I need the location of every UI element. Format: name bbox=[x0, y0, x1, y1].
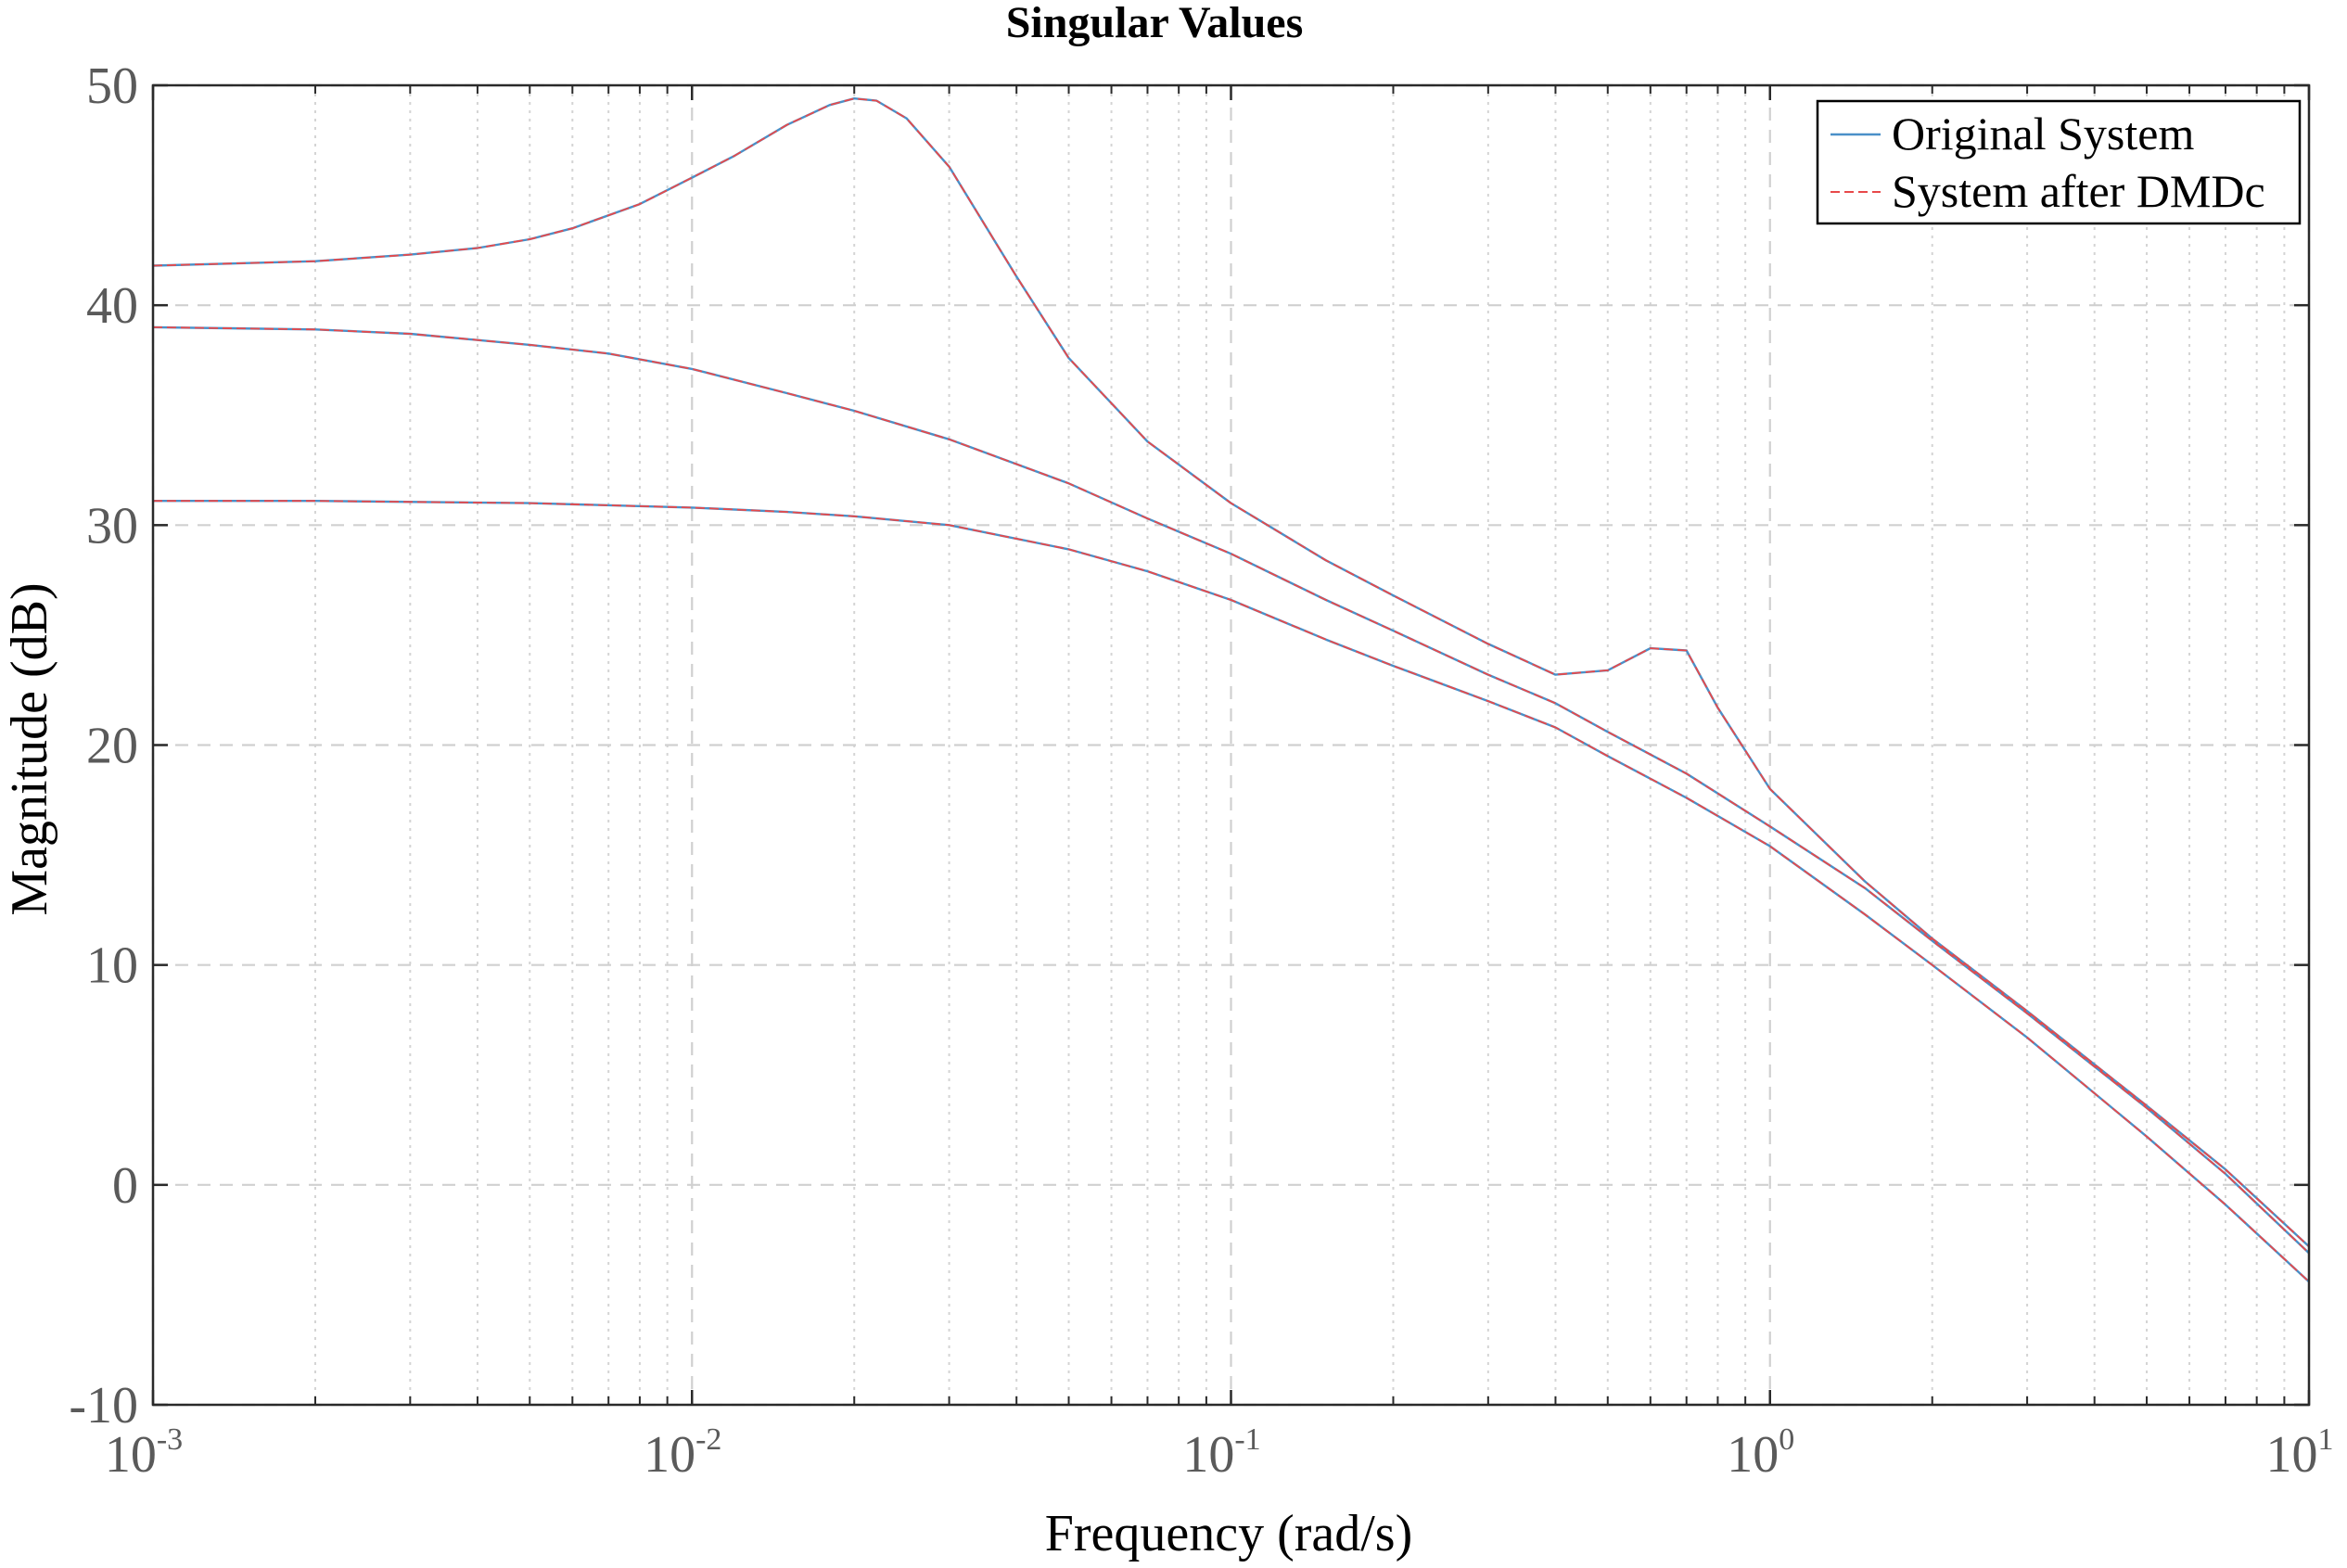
series-line-dmdc-1 bbox=[152, 97, 2310, 1247]
x-tick-label: 101 bbox=[2266, 1422, 2334, 1484]
y-axis-label: Magnitude (dB) bbox=[1, 582, 58, 915]
x-tick-label: 10-2 bbox=[644, 1422, 721, 1484]
series-line-dmdc-3 bbox=[153, 500, 2310, 1282]
legend-label-dmdc: System after DMDc bbox=[1892, 165, 2265, 217]
y-tick-label: 30 bbox=[86, 497, 138, 555]
legend-label-original: Original System bbox=[1892, 108, 2194, 159]
legend-box bbox=[1816, 99, 2302, 225]
chart-title: Singular Values bbox=[1006, 0, 1304, 47]
x-tick-label: 10-1 bbox=[1182, 1422, 1260, 1484]
grid bbox=[151, 83, 2311, 1407]
x-tick-label: 10-3 bbox=[105, 1422, 183, 1484]
series-line-dmdc-2 bbox=[152, 326, 2310, 1255]
y-tick-label: -10 bbox=[69, 1377, 138, 1434]
x-axis-label: Frequency (rad/s) bbox=[1045, 1505, 1413, 1562]
y-tick-label: 0 bbox=[112, 1157, 138, 1215]
axis-ticks: -10 0 10 20 30 40 50 10-3 10-2 10-1 100 101 bbox=[69, 57, 2333, 1484]
x-tick-label: 100 bbox=[1727, 1422, 1794, 1484]
legend: Original System System after DMDc bbox=[1816, 99, 2302, 225]
y-tick-label: 50 bbox=[86, 57, 138, 115]
y-tick-label: 40 bbox=[86, 277, 138, 335]
series-lines bbox=[152, 96, 2310, 1283]
y-tick-label: 10 bbox=[86, 937, 138, 995]
y-tick-label: 20 bbox=[86, 718, 138, 775]
